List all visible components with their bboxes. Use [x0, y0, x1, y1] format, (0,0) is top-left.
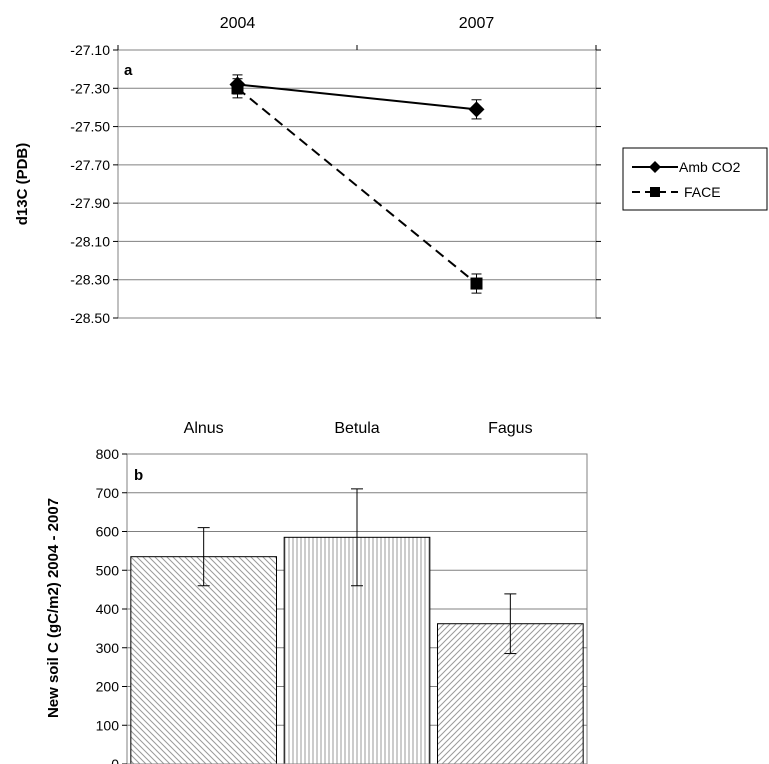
chart-a-x-tick-label: 2004 [220, 15, 256, 32]
chart-b-y-tick-label: 0 [111, 756, 119, 764]
data-point-face [470, 277, 483, 290]
series-line-face [236, 87, 478, 285]
chart-a-series-layer [229, 74, 485, 294]
legend-entry-amb-co2: Amb CO2 [632, 159, 741, 175]
chart-b-panel-label: b [134, 467, 143, 484]
chart-a-y-tick-label: -28.10 [70, 233, 110, 249]
category-label-fagus: Fagus [488, 420, 532, 437]
chart-a-y-tick-label: -27.10 [70, 42, 110, 58]
bar-group-betula [283, 488, 431, 764]
chart-a-gridlines [118, 87, 596, 281]
chart-a-y-tick-label: -28.30 [70, 272, 110, 288]
chart-b-y-tick-label: 100 [96, 717, 120, 733]
chart-b-y-tick-label: 800 [96, 446, 120, 462]
chart-a-y-axis-label: d13C (PDB) [14, 143, 31, 226]
chart-b-bars-layer [130, 488, 584, 764]
bar-group-alnus [130, 527, 277, 764]
chart-a-y-tick-label: -27.70 [70, 157, 110, 173]
chart-a-panel-label: a [124, 62, 133, 79]
chart-b-categories: Alnus Betula Fagus [184, 420, 533, 437]
chart-a-plot-frame [117, 49, 597, 319]
chart-a-y-ticks: -27.10 -27.30 -27.50 -27.70 -27.90 -28.10 -28.… [70, 42, 601, 326]
legend-entry-face: FACE [632, 184, 721, 200]
chart-b-y-tick-label: 300 [96, 640, 120, 656]
chart-b-y-tick-label: 700 [96, 485, 120, 501]
bar-alnus [130, 556, 277, 764]
chart-a-y-tick-label: -27.90 [70, 195, 110, 211]
chart-a-y-tick-label: -27.30 [70, 80, 110, 96]
chart-b-y-tick-label: 200 [96, 679, 120, 695]
legend-label-amb-co2: Amb CO2 [679, 159, 741, 175]
chart-a-x-tick-label: 2007 [459, 15, 495, 32]
series-face [231, 78, 483, 294]
chart-a-x-ticks: 2004 2007 [117, 15, 597, 50]
chart-b-y-tick-label: 400 [96, 601, 120, 617]
chart-b: 0 100 200 300 400 500 600 700 800 Alnus Betula Fag… [45, 420, 588, 764]
category-label-alnus: Alnus [184, 420, 224, 437]
data-point-face [231, 82, 244, 95]
category-label-betula: Betula [334, 420, 379, 437]
chart-a-y-tick-label: -27.50 [70, 119, 110, 135]
chart-a: -27.10 -27.30 -27.50 -27.70 -27.90 -28.10 -28.… [14, 15, 768, 326]
chart-a-legend-box [622, 147, 768, 211]
legend-label-face: FACE [684, 184, 721, 200]
chart-b-y-ticks: 0 100 200 300 400 500 600 700 800 [96, 446, 127, 764]
chart-a-y-tick-label: -28.50 [70, 310, 110, 326]
chart-b-y-tick-label: 500 [96, 562, 120, 578]
chart-b-y-axis-label: New soil C (gC/m2) 2004 - 2007 [45, 498, 62, 718]
series-line-amb-co2 [237, 83, 477, 111]
chart-a-legend: Amb CO2 FACE [622, 147, 768, 211]
bar-group-fagus [437, 593, 584, 764]
data-point-amb-co2 [468, 101, 485, 118]
chart-b-y-tick-label: 600 [96, 524, 120, 540]
